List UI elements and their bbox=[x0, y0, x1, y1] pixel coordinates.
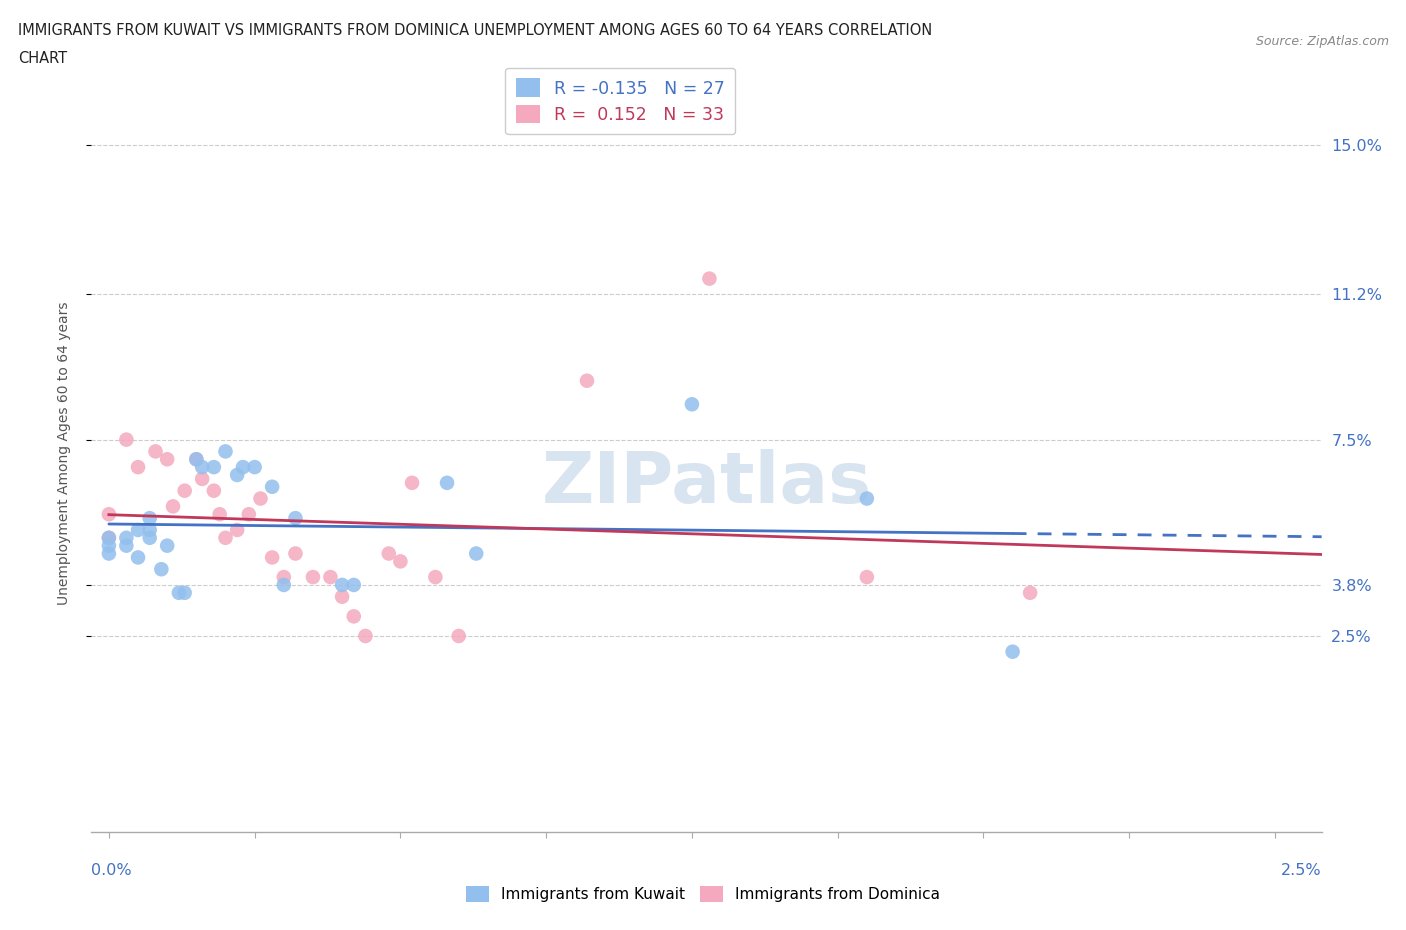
Text: 2.5%: 2.5% bbox=[1281, 863, 1322, 878]
Point bbox=[127, 459, 149, 474]
Point bbox=[273, 578, 295, 592]
Point bbox=[214, 530, 236, 545]
Point bbox=[284, 546, 307, 561]
Point bbox=[262, 550, 284, 565]
Point bbox=[138, 511, 160, 525]
Point bbox=[226, 468, 249, 483]
Point bbox=[1019, 585, 1042, 600]
Point bbox=[319, 570, 342, 585]
Point bbox=[97, 538, 120, 553]
Point bbox=[343, 609, 366, 624]
Y-axis label: Unemployment Among Ages 60 to 64 years: Unemployment Among Ages 60 to 64 years bbox=[56, 301, 70, 605]
Point bbox=[97, 546, 120, 561]
Point bbox=[447, 629, 470, 644]
Point bbox=[354, 629, 377, 644]
Point bbox=[145, 444, 167, 458]
Point bbox=[1001, 644, 1024, 659]
Point bbox=[162, 499, 184, 514]
Legend: R = -0.135   N = 27, R =  0.152   N = 33: R = -0.135 N = 27, R = 0.152 N = 33 bbox=[505, 68, 735, 134]
Point bbox=[389, 554, 412, 569]
Point bbox=[208, 507, 231, 522]
Point bbox=[262, 479, 284, 494]
Point bbox=[226, 523, 249, 538]
Point bbox=[202, 484, 225, 498]
Point bbox=[138, 530, 160, 545]
Point bbox=[127, 523, 149, 538]
Point bbox=[138, 523, 160, 538]
Text: CHART: CHART bbox=[18, 51, 67, 66]
Point bbox=[284, 511, 307, 525]
Point bbox=[330, 590, 353, 604]
Point bbox=[97, 507, 120, 522]
Point bbox=[115, 538, 138, 553]
Point bbox=[97, 530, 120, 545]
Point bbox=[681, 397, 703, 412]
Point bbox=[186, 452, 208, 467]
Point bbox=[856, 570, 879, 585]
Point bbox=[115, 432, 138, 447]
Point bbox=[156, 538, 179, 553]
Point bbox=[465, 546, 488, 561]
Point bbox=[401, 475, 423, 490]
Point bbox=[330, 578, 353, 592]
Point bbox=[243, 459, 266, 474]
Point bbox=[343, 578, 366, 592]
Text: ZIPatlas: ZIPatlas bbox=[541, 449, 872, 518]
Point bbox=[699, 272, 721, 286]
Point bbox=[202, 459, 225, 474]
Point bbox=[214, 444, 236, 458]
Legend: Immigrants from Kuwait, Immigrants from Dominica: Immigrants from Kuwait, Immigrants from … bbox=[460, 880, 946, 909]
Point bbox=[191, 459, 214, 474]
Point bbox=[232, 459, 254, 474]
Point bbox=[191, 472, 214, 486]
Point bbox=[115, 530, 138, 545]
Text: IMMIGRANTS FROM KUWAIT VS IMMIGRANTS FROM DOMINICA UNEMPLOYMENT AMONG AGES 60 TO: IMMIGRANTS FROM KUWAIT VS IMMIGRANTS FRO… bbox=[18, 23, 932, 38]
Point bbox=[173, 585, 195, 600]
Point bbox=[173, 484, 195, 498]
Point bbox=[238, 507, 260, 522]
Point bbox=[97, 530, 120, 545]
Point bbox=[436, 475, 458, 490]
Point bbox=[302, 570, 325, 585]
Point bbox=[150, 562, 173, 577]
Point bbox=[856, 491, 879, 506]
Point bbox=[377, 546, 399, 561]
Point bbox=[425, 570, 447, 585]
Point bbox=[156, 452, 179, 467]
Point bbox=[186, 452, 208, 467]
Point bbox=[575, 373, 598, 388]
Point bbox=[273, 570, 295, 585]
Point bbox=[127, 550, 149, 565]
Point bbox=[167, 585, 190, 600]
Text: 0.0%: 0.0% bbox=[91, 863, 132, 878]
Text: Source: ZipAtlas.com: Source: ZipAtlas.com bbox=[1256, 35, 1389, 48]
Point bbox=[249, 491, 271, 506]
